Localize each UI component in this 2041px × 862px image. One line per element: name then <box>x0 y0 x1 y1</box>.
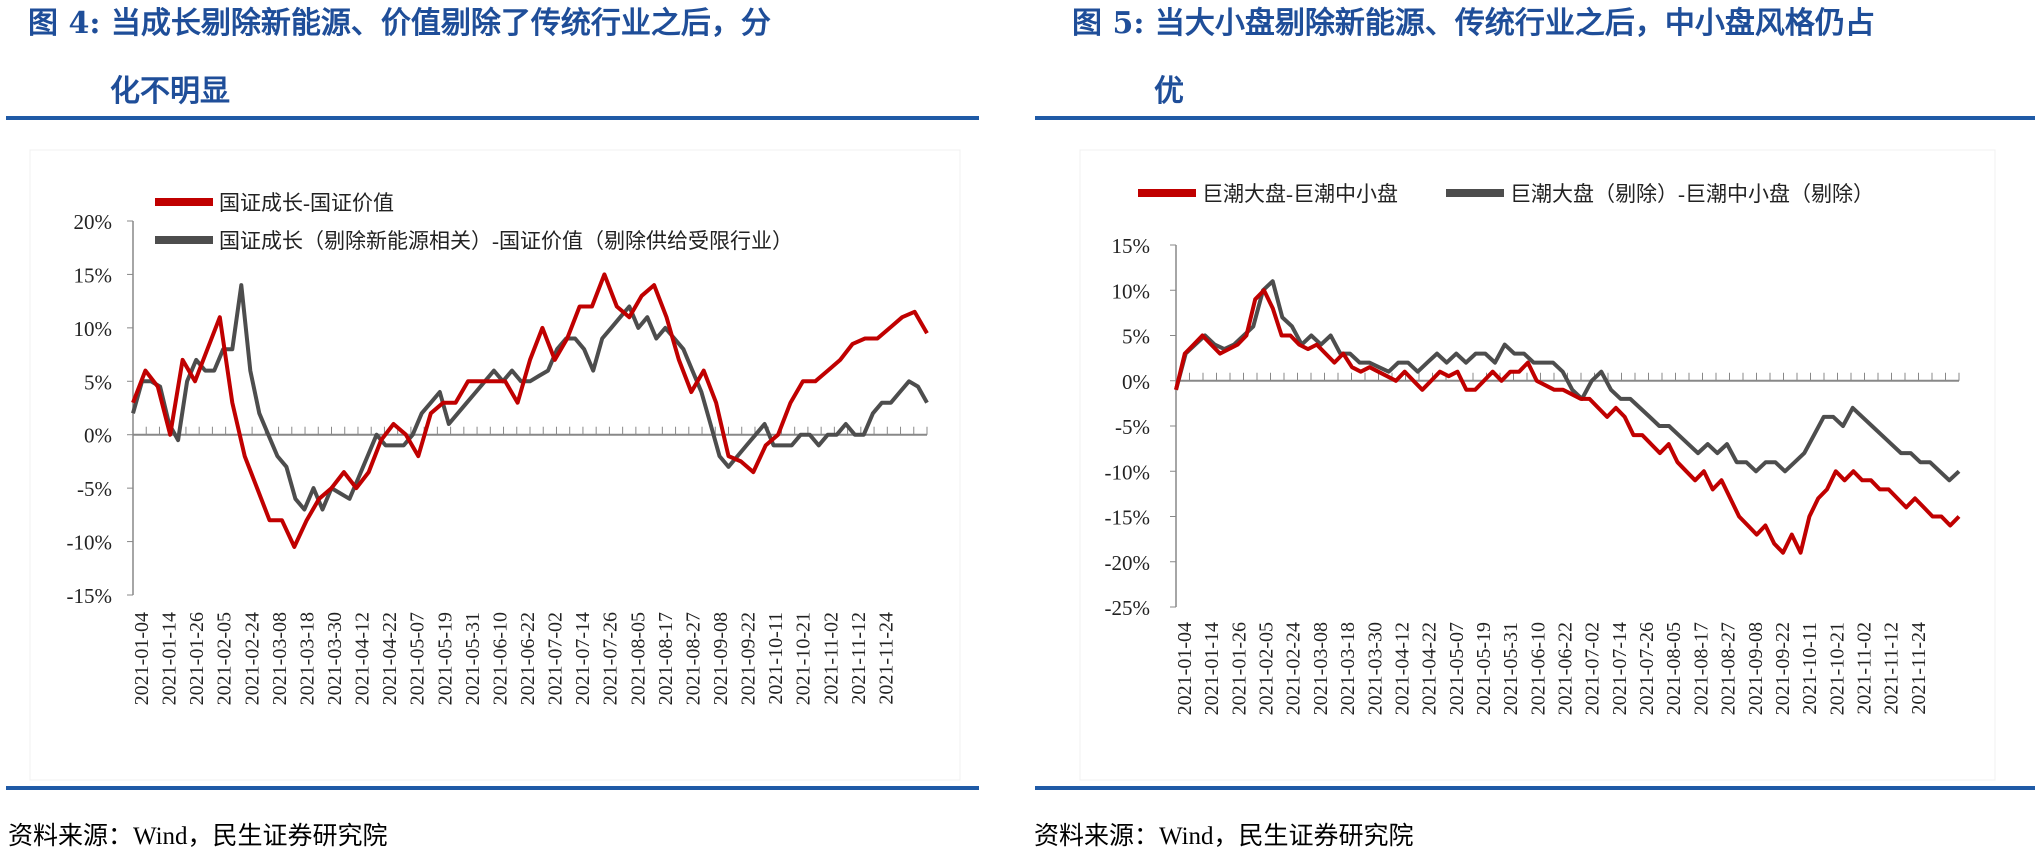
figure4-title-line1: 图 4: 当成长剔除新能源、价值剔除了传统行业之后，分 <box>28 6 771 41</box>
x-tick-label: 2021-10-11 <box>765 612 787 705</box>
legend-label: 国证成长-国证价值 <box>219 191 394 215</box>
x-tick-label: 2021-08-17 <box>655 612 677 705</box>
x-tick-label: 2021-11-02 <box>820 612 842 705</box>
y-tick-label: 10% <box>1112 279 1151 303</box>
x-tick-label: 2021-09-08 <box>1745 622 1767 715</box>
x-tick-label: 2021-07-02 <box>1582 622 1604 715</box>
x-tick-label: 2021-11-12 <box>848 612 870 705</box>
figure5-title-line1: 图 5: 当大小盘剔除新能源、传统行业之后，中小盘风格仍占 <box>1072 6 1875 41</box>
x-tick-label: 2021-03-08 <box>269 612 291 705</box>
x-tick-label: 2021-11-12 <box>1881 622 1903 715</box>
series-line-red <box>131 272 929 549</box>
x-tick-label: 2021-03-30 <box>324 612 346 705</box>
y-tick-label: 0% <box>84 424 112 448</box>
x-tick-label: 2021-05-31 <box>1500 622 1522 715</box>
x-tick-label: 2021-04-12 <box>352 612 374 705</box>
x-tick-label: 2021-10-21 <box>793 612 815 705</box>
x-tick-label: 2021-02-24 <box>1283 622 1305 715</box>
x-tick-label: 2021-02-05 <box>1256 622 1278 715</box>
x-tick-label: 2021-10-21 <box>1826 622 1848 715</box>
chart-frame <box>29 149 961 781</box>
x-tick-label: 2021-07-26 <box>600 612 622 705</box>
x-tick-label: 2021-05-19 <box>434 612 456 705</box>
series-line-gray <box>1174 279 1961 483</box>
x-tick-label: 2021-08-27 <box>682 612 704 705</box>
x-tick-label: 2021-05-31 <box>462 612 484 705</box>
figure4-title-line2: 化不明显 <box>110 74 230 109</box>
legend-label: 巨潮大盘（剔除）-巨潮中小盘（剔除） <box>1510 182 1874 206</box>
x-tick-label: 2021-05-07 <box>1446 622 1468 715</box>
x-tick-label: 2021-01-26 <box>1228 622 1250 715</box>
x-tick-label: 2021-04-12 <box>1391 622 1413 715</box>
x-tick-label: 2021-07-02 <box>545 612 567 705</box>
y-tick-label: 10% <box>74 317 113 341</box>
legend-label: 国证成长（剔除新能源相关）-国证价值（剔除供给受限行业） <box>219 229 793 253</box>
x-tick-label: 2021-10-11 <box>1799 622 1821 715</box>
y-tick-label: 15% <box>1112 234 1151 258</box>
x-tick-label: 2021-07-14 <box>1609 622 1631 715</box>
x-tick-label: 2021-03-18 <box>296 612 318 705</box>
x-tick-label: 2021-07-26 <box>1636 622 1658 715</box>
y-tick-label: -20% <box>1105 551 1151 575</box>
y-tick-label: 0% <box>1122 370 1150 394</box>
x-tick-label: 2021-08-05 <box>1663 622 1685 715</box>
chart-4: 20% 15% 10% 5% 0% -5% -10% -15% 2021-01-04 2021-0… <box>29 149 961 781</box>
y-tick-label: -5% <box>1115 415 1150 439</box>
x-tick-label: 2021-06-22 <box>1555 622 1577 715</box>
x-tick-label: 2021-01-04 <box>131 612 153 705</box>
series-line-gray <box>131 283 929 512</box>
y-tick-label: -5% <box>77 477 112 501</box>
y-tick-label: -10% <box>67 531 113 555</box>
x-tick-label: 2021-05-07 <box>407 612 429 705</box>
x-tick-label: 2021-03-08 <box>1310 622 1332 715</box>
figure5-title-line2: 优 <box>1154 74 1184 109</box>
y-tick-label: 5% <box>84 370 112 394</box>
x-tick-label: 2021-04-22 <box>1419 622 1441 715</box>
y-tick-label: 5% <box>1122 325 1150 349</box>
y-tick-label: -15% <box>1105 506 1151 530</box>
x-tick-label: 2021-11-02 <box>1853 622 1875 715</box>
y-tick-label: -10% <box>1105 460 1151 484</box>
y-tick-label: 15% <box>74 263 113 287</box>
x-tick-label: 2021-01-26 <box>186 612 208 705</box>
x-tick-label: 2021-08-27 <box>1718 622 1740 715</box>
x-tick-label: 2021-01-14 <box>159 612 181 705</box>
y-tick-label: -15% <box>67 584 113 608</box>
x-tick-label: 2021-02-24 <box>241 612 263 705</box>
x-tick-label: 2021-07-14 <box>572 612 594 705</box>
y-tick-label: -25% <box>1105 596 1151 620</box>
x-tick-label: 2021-06-10 <box>489 612 511 705</box>
x-tick-label: 2021-06-22 <box>517 612 539 705</box>
series-line-red <box>1174 288 1961 555</box>
figure4-bottom-rule <box>6 786 979 790</box>
x-tick-label: 2021-09-08 <box>710 612 732 705</box>
x-tick-label: 2021-04-22 <box>379 612 401 705</box>
x-tick-label: 2021-08-05 <box>627 612 649 705</box>
figure5-top-rule <box>1035 116 2035 120</box>
x-tick-label: 2021-01-04 <box>1174 622 1196 715</box>
x-tick-label: 2021-02-05 <box>214 612 236 705</box>
figure4-source: 资料来源：Wind，民生证券研究院 <box>8 823 388 850</box>
figure5-source: 资料来源：Wind，民生证券研究院 <box>1034 823 1414 850</box>
chart-5: 15%10%5%0%-5%-10%-15%-20%-25%2021-01-04 2… <box>1079 149 1996 781</box>
x-tick-label: 2021-08-17 <box>1690 622 1712 715</box>
x-tick-label: 2021-06-10 <box>1527 622 1549 715</box>
x-tick-label: 2021-09-22 <box>1772 622 1794 715</box>
y-tick-label: 20% <box>74 210 113 234</box>
x-tick-label: 2021-05-19 <box>1473 622 1495 715</box>
x-tick-label: 2021-01-14 <box>1201 622 1223 715</box>
figure5-bottom-rule <box>1035 786 2035 790</box>
x-tick-label: 2021-03-18 <box>1337 622 1359 715</box>
figure4-top-rule <box>6 116 979 120</box>
x-tick-label: 2021-03-30 <box>1364 622 1386 715</box>
x-tick-label: 2021-11-24 <box>875 612 897 705</box>
x-tick-label: 2021-09-22 <box>738 612 760 705</box>
x-tick-label: 2021-11-24 <box>1908 622 1930 715</box>
legend-label: 巨潮大盘-巨潮中小盘 <box>1202 182 1398 206</box>
chart-frame <box>1079 149 1996 781</box>
